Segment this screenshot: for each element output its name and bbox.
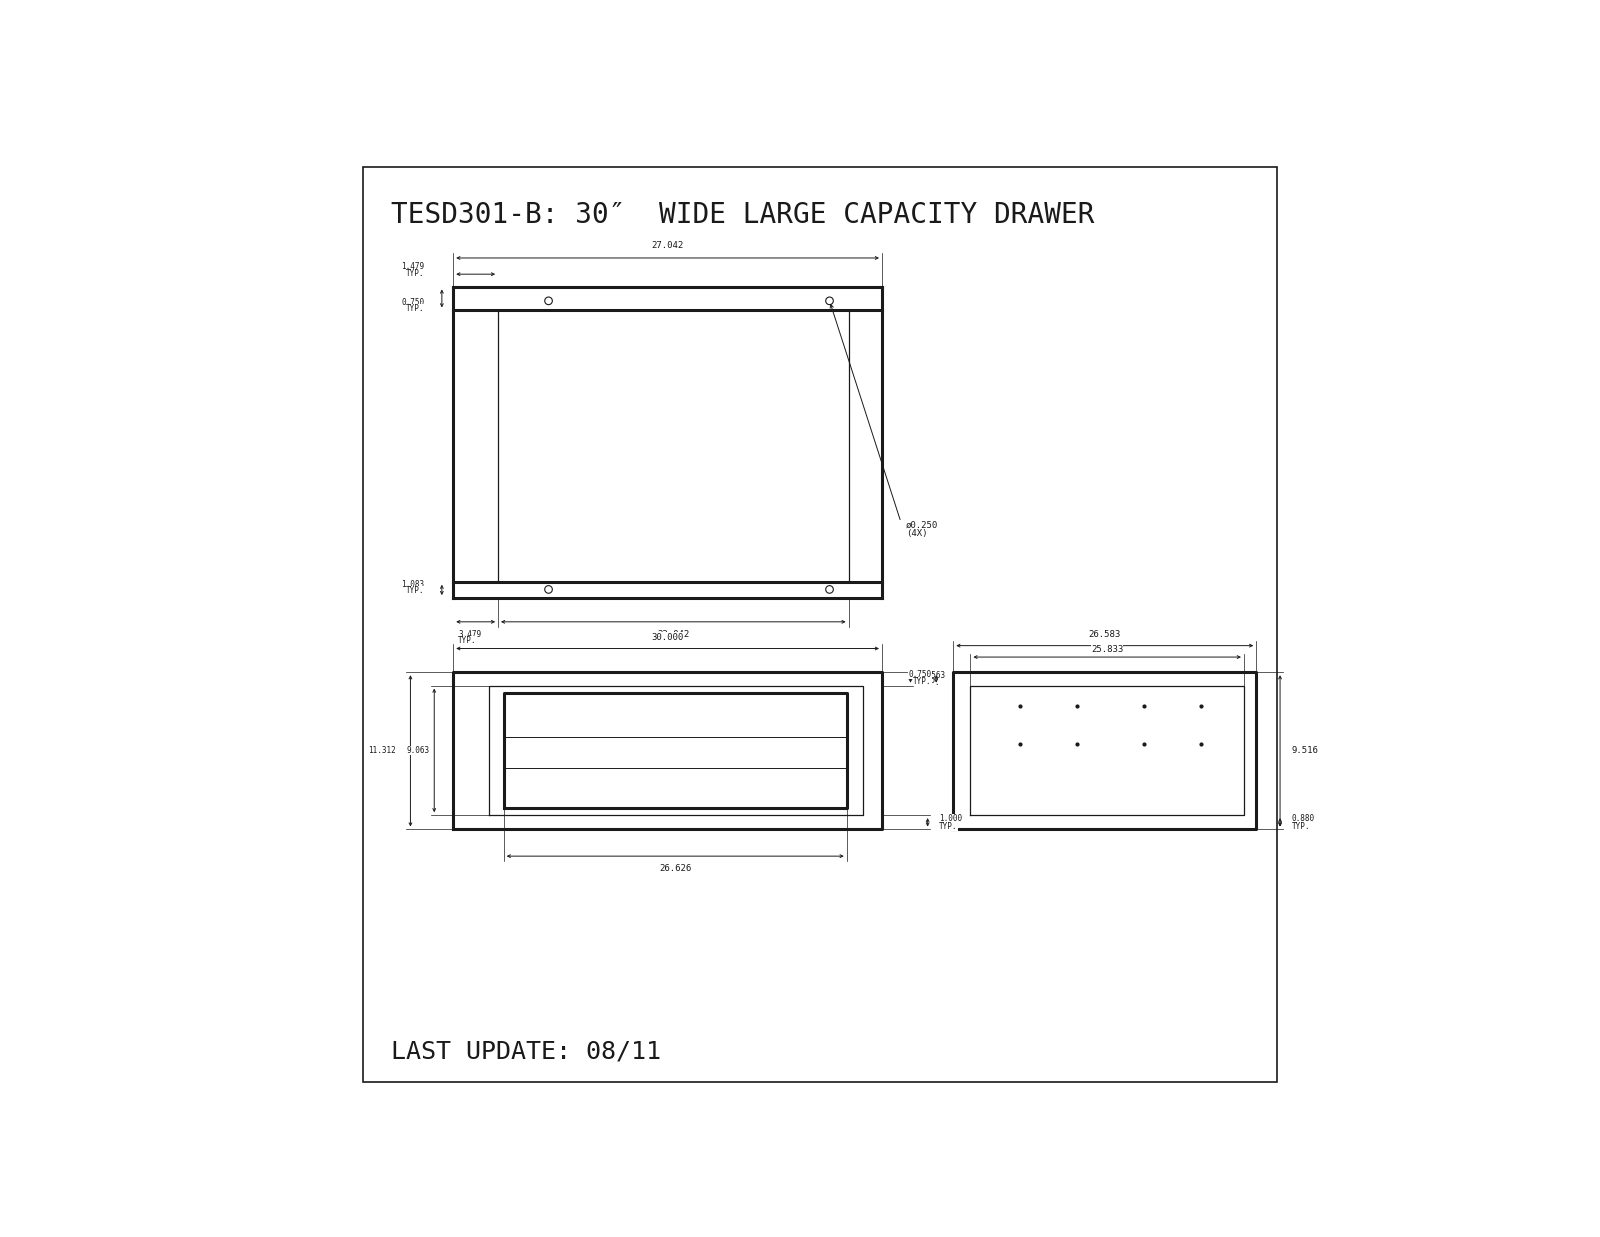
Text: TYP.: TYP. [939,821,957,830]
Text: TYP.: TYP. [458,636,477,646]
Text: 0.880: 0.880 [1291,814,1315,823]
Text: 0.750: 0.750 [402,298,424,307]
Text: 25.833: 25.833 [1091,644,1123,654]
Text: 23.042: 23.042 [658,630,690,638]
Text: 27.042: 27.042 [651,241,683,250]
Text: 11.312: 11.312 [368,746,397,756]
Text: TYP.: TYP. [406,586,424,595]
Text: TYP.: TYP. [406,304,424,313]
Text: TYP.: TYP. [1291,821,1310,830]
Text: 9.516: 9.516 [1291,746,1318,756]
Text: TYP.: TYP. [914,678,931,687]
Text: TESD301-B: 30″  WIDE LARGE CAPACITY DRAWER: TESD301-B: 30″ WIDE LARGE CAPACITY DRAWE… [392,202,1094,229]
Text: TYP.: TYP. [406,268,424,278]
Text: 0.750: 0.750 [909,669,931,679]
Text: 9.063: 9.063 [406,746,429,755]
Text: 1.083: 1.083 [402,580,424,589]
Text: 1.479: 1.479 [402,262,424,271]
Text: LAST UPDATE: 08/11: LAST UPDATE: 08/11 [392,1039,661,1064]
Text: 26.626: 26.626 [659,863,691,873]
Text: 26.583: 26.583 [1088,630,1122,638]
Text: 1.000: 1.000 [939,814,962,823]
Text: (4X): (4X) [906,529,928,538]
Text: 3.479: 3.479 [458,630,482,638]
Text: TYP.: TYP. [922,678,941,688]
Text: ø0.250: ø0.250 [906,521,938,529]
Text: 30.000: 30.000 [651,632,683,642]
Text: 1.563: 1.563 [922,670,946,679]
